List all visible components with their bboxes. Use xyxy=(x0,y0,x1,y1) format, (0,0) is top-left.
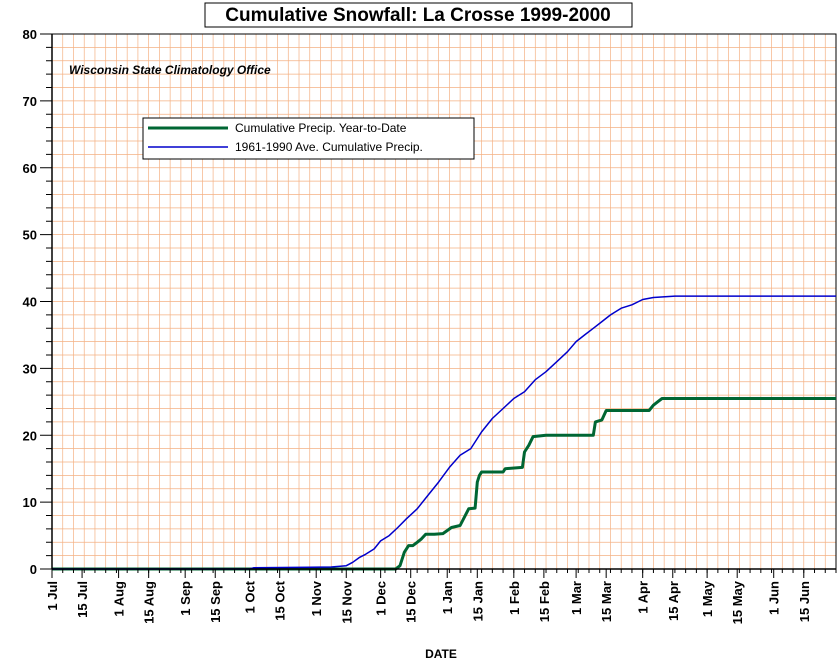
x-tick-label: 15 Aug xyxy=(142,581,157,624)
x-tick-label: 1 May xyxy=(700,580,715,617)
x-tick-label: 1 Jan xyxy=(440,581,455,614)
x-tick-label: 1 Aug xyxy=(112,581,127,617)
x-tick-label: 15 Apr xyxy=(666,581,681,621)
x-tick-label: 15 Jun xyxy=(797,581,812,622)
x-tick-label: 15 May xyxy=(730,580,745,624)
chart-grid xyxy=(51,33,837,570)
y-tick-label: 70 xyxy=(23,94,37,109)
legend-label-avg: 1961-1990 Ave. Cumulative Precip. xyxy=(235,140,423,154)
x-tick-label: 15 Mar xyxy=(599,581,614,622)
series-line-average xyxy=(52,295,836,570)
x-axis-title: DATE xyxy=(425,647,457,661)
y-tick-label: 50 xyxy=(23,228,37,243)
y-tick-label: 0 xyxy=(30,562,37,577)
x-tick-label: 15 Feb xyxy=(537,581,552,622)
x-tick-label: 1 Apr xyxy=(636,581,651,614)
y-axis: 0 10 20 30 40 50 60 70 80 xyxy=(23,27,53,577)
y-tick-label: 20 xyxy=(23,428,37,443)
chart-title-box xyxy=(204,2,633,28)
x-tick-label: 15 Jan xyxy=(470,581,485,622)
x-tick-label: 15 Oct xyxy=(273,580,288,620)
x-tick-label: 15 Dec xyxy=(404,581,419,623)
x-tick-label: 15 Sep xyxy=(208,581,223,623)
series-line-ytd xyxy=(52,397,836,571)
source-note: Wisconsin State Climatology Office xyxy=(69,63,271,77)
x-tick-label: 1 Feb xyxy=(507,581,522,615)
y-tick-label: 80 xyxy=(23,27,37,42)
x-tick-label: 1 Oct xyxy=(243,580,258,613)
y-tick-label: 40 xyxy=(23,295,37,310)
legend-label-ytd: Cumulative Precip. Year-to-Date xyxy=(235,121,407,135)
x-tick-label: 1 Jul xyxy=(45,581,60,611)
x-tick-label: 15 Jul xyxy=(75,581,90,618)
x-tick-label: 1 Jun xyxy=(767,581,782,615)
chart-title: Cumulative Snowfall: La Crosse 1999-2000 xyxy=(225,5,610,26)
x-axis: 1 Jul 15 Jul 1 Aug 15 Aug 1 Sep 15 Sep 1 Oct 15… xyxy=(45,568,837,624)
y-tick-label: 60 xyxy=(23,161,37,176)
y-tick-label: 10 xyxy=(23,495,37,510)
legend-box xyxy=(142,117,475,160)
x-tick-label: 1 Nov xyxy=(309,580,324,616)
y-tick-label: 30 xyxy=(23,361,37,376)
x-tick-label: 1 Sep xyxy=(178,581,193,616)
x-tick-label: 1 Dec xyxy=(374,581,389,616)
x-tick-label: 15 Nov xyxy=(339,580,354,623)
x-tick-label: 1 Mar xyxy=(569,581,584,615)
chart-series xyxy=(52,295,836,571)
